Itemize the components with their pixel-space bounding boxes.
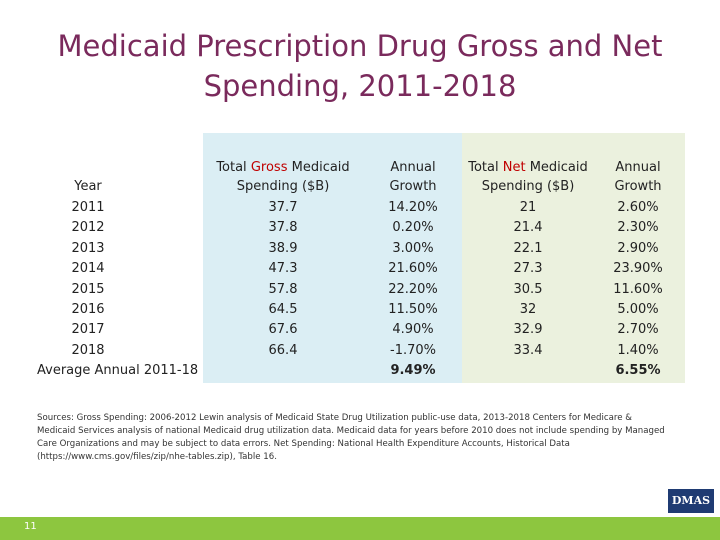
table-cell: 22.20% [388,281,438,297]
table-cell: 67.6 [268,322,298,338]
table-cell: 32 [519,302,537,317]
header-text: Total [216,160,247,175]
page-number: 11 [24,521,37,532]
table-cell: 1.40% [617,342,659,358]
header-cell: Annual Growth [593,158,683,196]
table-cell: 14.20% [388,200,438,215]
header-text: Medicaid Spending ($B) [481,160,588,194]
row-label: 2014 [71,261,105,277]
net-band [462,133,685,383]
header-text: Year [74,179,102,194]
table-cell: 22.1 [513,240,543,256]
table-cell: 21.60% [388,261,438,277]
row-label: 2011 [71,200,105,215]
row-label: 2012 [71,220,105,236]
table-cell: 11.50% [388,302,438,317]
sources-note: Sources: Gross Spending: 2006-2012 Lewin… [37,413,665,462]
row-label: 2016 [71,302,105,317]
table-cell: 4.90% [392,322,434,338]
row-label: 2015 [71,281,105,297]
table-cell: 2.30% [617,220,659,236]
row-label: 2017 [71,322,105,338]
table-cell: 6.55% [615,363,661,379]
footer-bar [0,517,720,540]
table-cell: 21 [519,200,537,215]
table-cell: 64.5 [268,302,298,317]
header-cell: Annual Growth [368,158,458,196]
table-cell: 5.00% [617,302,659,317]
table-cell: 0.20% [392,220,434,236]
table-cell: -1.70% [390,342,436,358]
table-cell: 2.60% [617,200,659,215]
table-cell: 9.49% [390,363,436,379]
table-cell: 2.90% [617,240,659,256]
table-cell: 32.9 [513,322,543,338]
header-text: Annual Growth [614,160,662,194]
header-text: Annual Growth [389,160,437,194]
table-cell: 11.60% [613,281,663,297]
table-cell: 33.4 [513,342,543,358]
logo: DMAS [668,489,714,513]
row-label: 2013 [71,240,105,256]
table-cell: 3.00% [392,240,434,256]
table-cell: 37.8 [268,220,298,236]
table-cell: 37.7 [268,200,298,215]
table-cell: 57.8 [268,281,298,297]
table-cell: 23.90% [613,261,663,277]
header-text: Medicaid Spending ($B) [236,160,350,194]
table-cell: 27.3 [513,261,543,277]
table-cell: 2.70% [617,322,659,338]
header-highlight: Net [502,160,526,175]
row-label: 2018 [71,342,105,358]
header-cell: Total Gross Medicaid Spending ($B) [203,158,363,196]
table-cell: 21.4 [513,220,543,236]
table-cell: 30.5 [513,281,543,297]
header-cell: Year [33,177,143,196]
slide-title: Medicaid Prescription Drug Gross and Net… [57,29,663,103]
row-label: Average Annual 2011-18 [37,363,199,379]
spending-table: Year Total Gross Medicaid Spending ($B) An… [33,158,683,379]
table-cell: 66.4 [268,342,298,358]
header-cell: Total Net Medicaid Spending ($B) [448,158,608,196]
table-cell: 38.9 [268,240,298,256]
header-text: Total [468,160,499,175]
header-highlight: Gross [250,160,288,175]
table-cell: 47.3 [268,261,298,277]
gross-band [203,133,462,383]
